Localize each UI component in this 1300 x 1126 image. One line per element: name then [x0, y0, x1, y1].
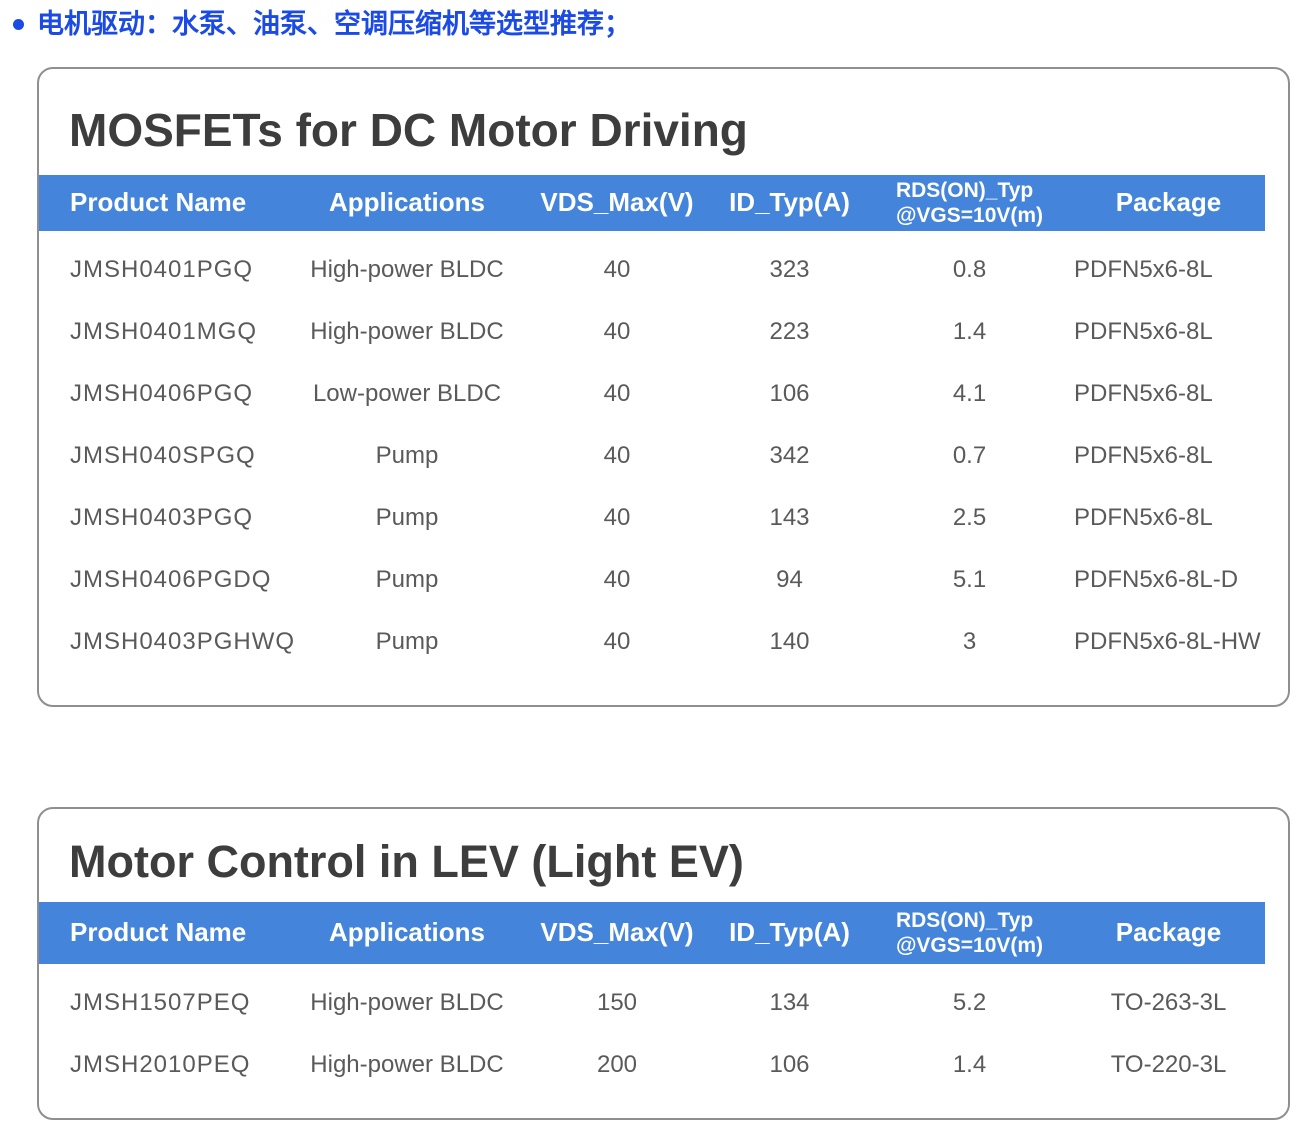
table-cell: High-power BLDC: [310, 988, 504, 1016]
table-cell: 200: [596, 1050, 638, 1078]
table-cell: JMSH0401MGQ: [70, 317, 258, 345]
table-card-lev-motor-control: Motor Control in LEV (Light EV) Product …: [37, 807, 1290, 1120]
table-cell: Pump: [375, 441, 439, 469]
table-cell: JMSH2010PEQ: [70, 1050, 251, 1078]
column-header-package: Package: [1115, 187, 1222, 218]
table-cell: JMSH1507PEQ: [70, 988, 251, 1016]
bullet-icon: [13, 19, 24, 30]
table-cell: Pump: [375, 565, 439, 593]
table-body: JMSH0401PGQ High-power BLDC 40 323 0.8 PDFN5x…: [39, 231, 1265, 695]
table-row: JMSH1507PEQ High-power BLDC 150 134 5.2 TO-26…: [39, 972, 1265, 1034]
column-header-package: Package: [1115, 917, 1222, 948]
column-header-id-typ: ID_Typ(A): [729, 917, 850, 948]
table-cell: 40: [603, 255, 631, 283]
table-cell: PDFN5x6-8L-HW: [1074, 627, 1261, 655]
table-cell: 4.1: [952, 379, 987, 407]
table-cell: 223: [769, 317, 810, 345]
table-cell: 140: [769, 627, 810, 655]
table-header-row: Product Name Applications VDS_Max(V) ID_…: [39, 901, 1265, 964]
column-header-rds-on: RDS(ON)_Typ @VGS=10V(m): [895, 908, 1044, 957]
column-header-product-name: Product Name: [70, 917, 247, 948]
table-cell: 106: [769, 379, 810, 407]
column-header-rds-on: RDS(ON)_Typ @VGS=10V(m): [895, 178, 1044, 227]
table-cell: High-power BLDC: [310, 317, 504, 345]
table-row: JMSH0401MGQ High-power BLDC 40 223 1.4 PDFN5x…: [39, 301, 1265, 363]
column-header-vds-max: VDS_Max(V): [540, 917, 694, 948]
bullet-line: 电机驱动：水泵、油泵、空调压缩机等选型推荐；: [0, 0, 1300, 40]
table-cell: 134: [769, 988, 810, 1016]
table-cell: 0.7: [952, 441, 987, 469]
table-row: JMSH0403PGQ Pump 40 143 2.5 PDFN5x6-8L: [39, 487, 1265, 549]
table-cell: JMSH0403PGQ: [70, 503, 254, 531]
table-cell: 150: [596, 988, 638, 1016]
table-row: JMSH040SPGQ Pump 40 342 0.7 PDFN5x6-8L: [39, 425, 1265, 487]
table-cell: TO-220-3L: [1110, 1050, 1227, 1078]
table-cell: 2.5: [952, 503, 987, 531]
table-cell: 1.4: [952, 317, 987, 345]
table-row: JMSH0406PGDQ Pump 40 94 5.1 PDFN5x6-8L-D: [39, 549, 1265, 611]
table-cell: 1.4: [952, 1050, 987, 1078]
table-cell: Pump: [375, 503, 439, 531]
table-cell: 143: [769, 503, 810, 531]
table-cell: JMSH0401PGQ: [70, 255, 254, 283]
table-cell: 94: [776, 565, 803, 593]
table-cell: Pump: [375, 627, 439, 655]
table-cell: PDFN5x6-8L: [1074, 317, 1213, 345]
table-row: JMSH2010PEQ High-power BLDC 200 106 1.4 TO-22…: [39, 1034, 1265, 1096]
table-cell: JMSH0406PGQ: [70, 379, 254, 407]
bullet-text: 电机驱动：水泵、油泵、空调压缩机等选型推荐；: [37, 9, 631, 39]
table-cell: Low-power BLDC: [312, 379, 502, 407]
table-cell: PDFN5x6-8L: [1074, 441, 1213, 469]
table-row: JMSH0401PGQ High-power BLDC 40 323 0.8 PDFN5x…: [39, 239, 1265, 301]
column-header-id-typ: ID_Typ(A): [729, 187, 850, 218]
table-cell: 40: [603, 627, 631, 655]
table-cell: 342: [769, 441, 810, 469]
table-cell: 40: [603, 317, 631, 345]
table-cell: PDFN5x6-8L: [1074, 503, 1213, 531]
table-row: JMSH0403PGHWQ Pump 40 140 3 PDFN5x6-8L-HW: [39, 611, 1265, 673]
table-cell: 5.2: [952, 988, 987, 1016]
table-cell: High-power BLDC: [310, 255, 504, 283]
table-cell: PDFN5x6-8L: [1074, 255, 1213, 283]
table-cell: High-power BLDC: [310, 1050, 504, 1078]
table-title: Motor Control in LEV (Light EV): [69, 836, 744, 888]
table-cell: 323: [769, 255, 810, 283]
table-cell: 3: [962, 627, 977, 655]
table-cell: JMSH0406PGDQ: [70, 565, 272, 593]
table-cell: JMSH0403PGHWQ: [70, 627, 296, 655]
table-cell: PDFN5x6-8L-D: [1074, 565, 1239, 593]
table-title: MOSFETs for DC Motor Driving: [69, 104, 748, 157]
table-cell: 106: [769, 1050, 810, 1078]
table-row: JMSH0406PGQ Low-power BLDC 40 106 4.1 PDFN5x6…: [39, 363, 1265, 425]
column-header-product-name: Product Name: [70, 187, 247, 218]
column-header-applications: Applications: [328, 917, 485, 948]
table-cell: TO-263-3L: [1110, 988, 1227, 1016]
table-header-row: Product Name Applications VDS_Max(V) ID_…: [39, 174, 1265, 231]
table-cell: 5.1: [952, 565, 987, 593]
table-cell: JMSH040SPGQ: [70, 441, 256, 469]
column-header-vds-max: VDS_Max(V): [540, 187, 694, 218]
table-card-dc-motor-driving: MOSFETs for DC Motor Driving Product Nam…: [37, 67, 1290, 708]
table-cell: 40: [603, 379, 631, 407]
table-cell: PDFN5x6-8L: [1074, 379, 1213, 407]
column-header-applications: Applications: [328, 187, 485, 218]
table-cell: 40: [603, 565, 631, 593]
table-cell: 0.8: [952, 255, 987, 283]
table-body: JMSH1507PEQ High-power BLDC 150 134 5.2 TO-26…: [39, 964, 1265, 1118]
table-cell: 40: [603, 503, 631, 531]
table-cell: 40: [603, 441, 631, 469]
